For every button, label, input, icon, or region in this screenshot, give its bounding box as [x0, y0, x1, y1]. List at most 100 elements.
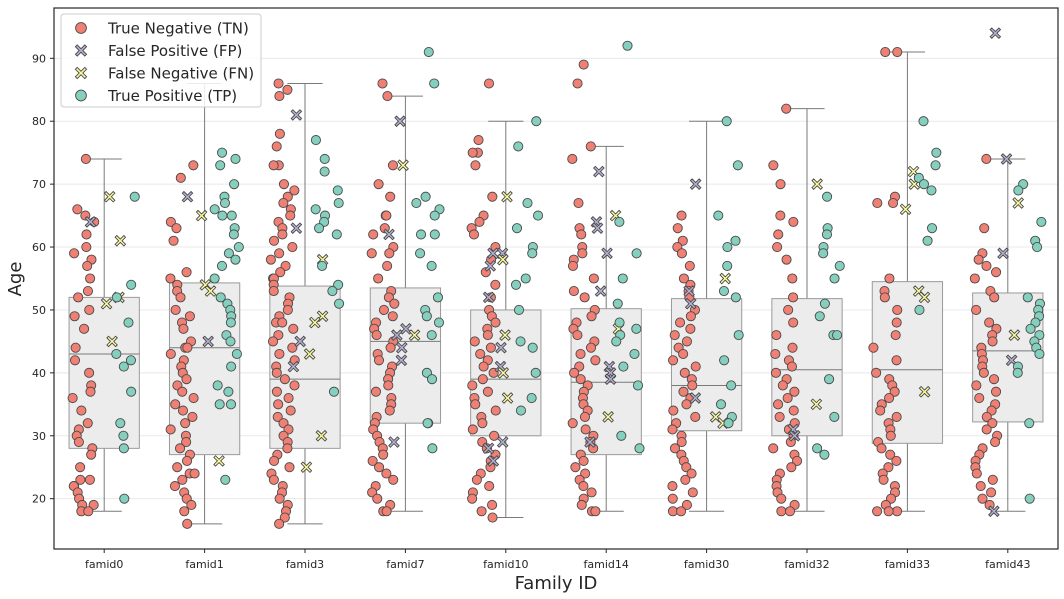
point-tn [768, 160, 779, 171]
point-tp [423, 46, 434, 58]
point-tn [687, 487, 698, 498]
point-tn [470, 399, 481, 410]
point-fn [195, 209, 208, 222]
point-tn [788, 216, 799, 227]
point-tn [684, 260, 695, 271]
point-tn [383, 292, 394, 303]
point-tn [575, 374, 586, 385]
legend-item-tn: True Negative (TN) [75, 20, 249, 38]
point-tp [111, 348, 122, 360]
point-tp [111, 292, 122, 303]
point-tp [824, 374, 835, 385]
point-tp [314, 223, 325, 234]
point-tn [788, 292, 799, 303]
point-tn [83, 506, 94, 517]
point-fn [899, 203, 912, 216]
point-tp [125, 355, 136, 366]
point-tp [126, 386, 137, 397]
point-tp [118, 430, 129, 441]
y-tick-label: 40 [32, 367, 46, 380]
point-tn [483, 78, 495, 89]
point-fp [290, 222, 303, 235]
point-tn [781, 103, 792, 114]
point-tn [484, 481, 495, 492]
point-tn [567, 153, 578, 165]
point-tn [287, 342, 298, 353]
point-tn [786, 361, 798, 372]
point-tp [614, 317, 625, 328]
point-tp [723, 418, 734, 429]
point-tn [287, 241, 298, 253]
point-tn [586, 487, 597, 498]
point-tn [81, 241, 92, 253]
point-tn [165, 348, 176, 360]
point-tn [187, 411, 198, 422]
point-tn [165, 424, 176, 435]
x-tick-label: famid10 [483, 558, 528, 571]
point-tp [429, 210, 440, 221]
point-tn [892, 304, 903, 316]
y-tick-label: 30 [32, 430, 46, 443]
point-tp [231, 348, 242, 360]
point-tn [981, 153, 992, 165]
point-tp [1024, 418, 1035, 429]
point-tn [875, 405, 886, 416]
point-fp [689, 178, 702, 190]
point-tp [310, 204, 321, 215]
point-tn [783, 304, 794, 316]
y-axis-ticks: 20 30 40 50 60 70 80 90 [32, 52, 54, 506]
x-tick-label: famid32 [784, 558, 829, 571]
legend-marker [75, 22, 87, 34]
legend: True Negative (TN) False Positive (FP) Fal… [60, 13, 262, 108]
point-fp [495, 341, 507, 354]
point-tn [82, 418, 93, 429]
point-tn [868, 342, 879, 353]
point-tn [181, 455, 193, 466]
point-tn [981, 260, 992, 271]
point-tn [279, 512, 290, 523]
point-tn [578, 59, 589, 70]
point-tn [73, 292, 84, 303]
point-tn [573, 197, 584, 209]
point-tn [172, 462, 183, 473]
point-tp [1036, 216, 1047, 227]
x-tick-label: famid30 [684, 558, 729, 571]
point-tn [477, 418, 488, 429]
point-tn [883, 462, 894, 473]
point-tn [685, 311, 696, 322]
point-tp [319, 166, 330, 177]
point-tp [527, 248, 538, 259]
point-tp [327, 286, 338, 297]
point-tn [177, 474, 188, 485]
point-tn [277, 317, 288, 328]
point-tn [973, 254, 984, 265]
point-tn [577, 248, 588, 259]
point-tp [332, 185, 343, 196]
point-tn [885, 430, 896, 441]
point-tn [284, 462, 295, 473]
point-tn [672, 223, 683, 234]
point-tn [588, 273, 599, 284]
point-tn [676, 437, 687, 448]
point-tn [381, 210, 392, 221]
point-tn [667, 481, 678, 492]
point-tn [669, 330, 680, 341]
point-tp [427, 443, 438, 454]
point-tp [722, 241, 733, 253]
point-tp [634, 443, 645, 454]
point-fp [484, 260, 497, 272]
point-tp [918, 179, 929, 190]
point-tn [180, 418, 191, 429]
point-tn [878, 474, 889, 485]
point-tn [568, 286, 579, 297]
point-tn [776, 493, 787, 504]
point-fn [501, 392, 514, 404]
point-tn [368, 229, 379, 240]
point-fp [482, 442, 495, 455]
point-tp [733, 330, 744, 341]
point-tn [285, 210, 296, 221]
point-tp [225, 336, 236, 347]
point-tn [366, 248, 377, 259]
point-tn [367, 455, 378, 466]
